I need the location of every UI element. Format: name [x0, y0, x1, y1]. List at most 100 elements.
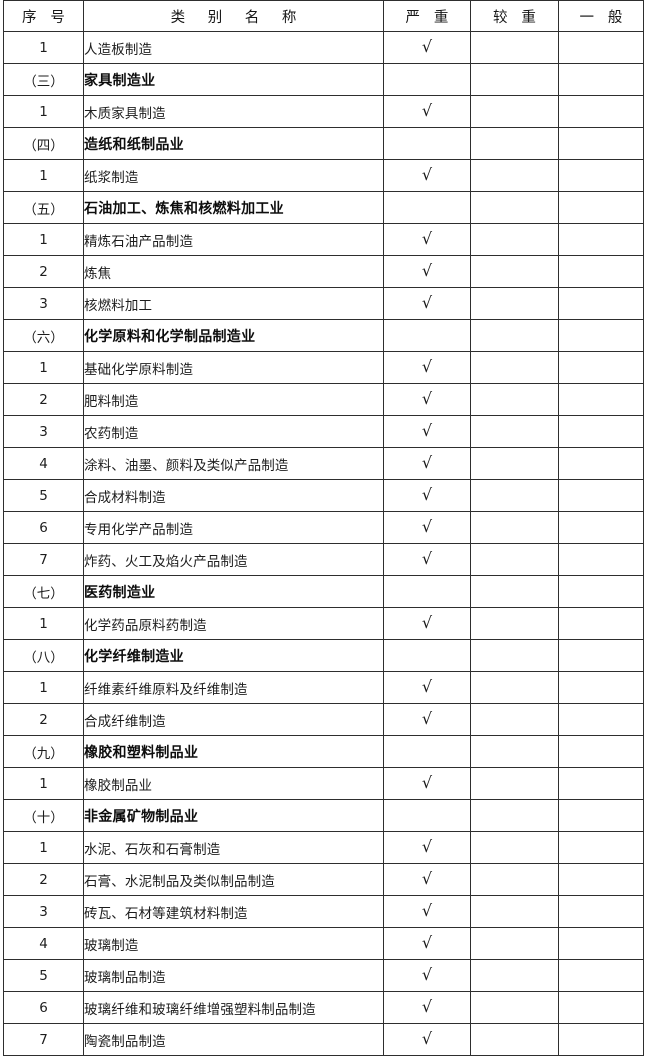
table-row: 2 炼焦 √ — [3, 255, 644, 288]
row-sequence-cell: 2 — [3, 863, 84, 896]
severe-mark-cell: √ — [383, 543, 471, 576]
severe-mark-cell: √ — [383, 927, 471, 960]
table-row: 3 砖瓦、石材等建筑材料制造 √ — [3, 895, 644, 928]
group-name-cell: 橡胶和塑料制品业 — [83, 735, 384, 768]
table-row: （六） 化学原料和化学制品制造业 — [3, 319, 644, 352]
table-header-row: 序 号 类 别 名 称 严 重 较 重 一 般 — [3, 0, 644, 32]
row-sequence-cell: 7 — [3, 543, 84, 576]
check-icon: √ — [421, 708, 433, 728]
table-body: 1 人造板制造 √ （三） 家具制造业 1 木质家具制造 √ （四） 造纸和纸制品业 1 纸浆制造 √ （… — [3, 31, 644, 1056]
table-row: 2 石膏、水泥制品及类似制品制造 √ — [3, 863, 644, 896]
moderate-mark-cell — [470, 639, 559, 672]
severe-mark-cell — [383, 319, 471, 352]
severe-mark-cell: √ — [383, 863, 471, 896]
general-mark-cell — [558, 383, 644, 416]
category-name-cell: 木质家具制造 — [83, 95, 384, 128]
check-icon: √ — [421, 964, 433, 984]
table-row: 5 合成材料制造 √ — [3, 479, 644, 512]
column-header-general: 一 般 — [558, 0, 644, 32]
moderate-mark-cell — [470, 863, 559, 896]
severe-mark-cell — [383, 575, 471, 608]
category-name-cell: 炼焦 — [83, 255, 384, 288]
check-icon: √ — [421, 676, 433, 696]
group-name-cell: 家具制造业 — [83, 63, 384, 96]
check-icon: √ — [421, 868, 433, 888]
general-mark-cell — [558, 543, 644, 576]
row-sequence-cell: 5 — [3, 959, 84, 992]
category-name-cell: 肥料制造 — [83, 383, 384, 416]
severe-mark-cell: √ — [383, 383, 471, 416]
moderate-mark-cell — [470, 511, 559, 544]
severe-mark-cell: √ — [383, 671, 471, 704]
moderate-mark-cell — [470, 63, 559, 96]
table-row: 1 精炼石油产品制造 √ — [3, 223, 644, 256]
row-sequence-cell: 3 — [3, 287, 84, 320]
group-name-cell: 医药制造业 — [83, 575, 384, 608]
table-row: 2 肥料制造 √ — [3, 383, 644, 416]
row-sequence-cell: 1 — [3, 831, 84, 864]
severe-mark-cell: √ — [383, 831, 471, 864]
category-name-cell: 化学药品原料药制造 — [83, 607, 384, 640]
severe-mark-cell: √ — [383, 287, 471, 320]
severe-mark-cell: √ — [383, 895, 471, 928]
severe-mark-cell: √ — [383, 415, 471, 448]
check-icon: √ — [421, 452, 433, 472]
row-sequence-cell: 5 — [3, 479, 84, 512]
general-mark-cell — [558, 287, 644, 320]
general-mark-cell — [558, 735, 644, 768]
category-name-cell: 合成材料制造 — [83, 479, 384, 512]
group-sequence-cell: （十） — [3, 799, 84, 832]
table-row: （四） 造纸和纸制品业 — [3, 127, 644, 160]
moderate-mark-cell — [470, 799, 559, 832]
moderate-mark-cell — [470, 287, 559, 320]
category-name-cell: 专用化学产品制造 — [83, 511, 384, 544]
category-name-cell: 合成纤维制造 — [83, 703, 384, 736]
category-table: 序 号 类 别 名 称 严 重 较 重 一 般 1 人造板制造 √ （三） 家具制造业 1… — [3, 0, 644, 1056]
severe-mark-cell — [383, 127, 471, 160]
table-row: 6 专用化学产品制造 √ — [3, 511, 644, 544]
severe-mark-cell: √ — [383, 991, 471, 1024]
general-mark-cell — [558, 671, 644, 704]
severe-mark-cell: √ — [383, 479, 471, 512]
moderate-mark-cell — [470, 95, 559, 128]
moderate-mark-cell — [470, 447, 559, 480]
general-mark-cell — [558, 159, 644, 192]
general-mark-cell — [558, 927, 644, 960]
moderate-mark-cell — [470, 831, 559, 864]
severe-mark-cell: √ — [383, 159, 471, 192]
check-icon: √ — [421, 900, 433, 920]
table-row: 3 农药制造 √ — [3, 415, 644, 448]
general-mark-cell — [558, 959, 644, 992]
row-sequence-cell: 6 — [3, 991, 84, 1024]
severe-mark-cell: √ — [383, 351, 471, 384]
severe-mark-cell: √ — [383, 95, 471, 128]
row-sequence-cell: 1 — [3, 607, 84, 640]
moderate-mark-cell — [470, 991, 559, 1024]
table-row: （三） 家具制造业 — [3, 63, 644, 96]
row-sequence-cell: 6 — [3, 511, 84, 544]
moderate-mark-cell — [470, 415, 559, 448]
category-name-cell: 玻璃纤维和玻璃纤维增强塑料制品制造 — [83, 991, 384, 1024]
row-sequence-cell: 4 — [3, 927, 84, 960]
category-name-cell: 水泥、石灰和石膏制造 — [83, 831, 384, 864]
check-icon: √ — [421, 228, 433, 248]
group-sequence-cell: （九） — [3, 735, 84, 768]
category-name-cell: 基础化学原料制造 — [83, 351, 384, 384]
category-name-cell: 炸药、火工及焰火产品制造 — [83, 543, 384, 576]
severe-mark-cell: √ — [383, 447, 471, 480]
table-row: 1 基础化学原料制造 √ — [3, 351, 644, 384]
general-mark-cell — [558, 831, 644, 864]
moderate-mark-cell — [470, 383, 559, 416]
general-mark-cell — [558, 895, 644, 928]
general-mark-cell — [558, 223, 644, 256]
table-row: 2 合成纤维制造 √ — [3, 703, 644, 736]
moderate-mark-cell — [470, 223, 559, 256]
moderate-mark-cell — [470, 671, 559, 704]
category-name-cell: 精炼石油产品制造 — [83, 223, 384, 256]
check-icon: √ — [421, 356, 433, 376]
table-row: 1 木质家具制造 √ — [3, 95, 644, 128]
moderate-mark-cell — [470, 1023, 559, 1056]
table-header: 序 号 类 别 名 称 严 重 较 重 一 般 — [3, 0, 644, 32]
group-sequence-cell: （六） — [3, 319, 84, 352]
severe-mark-cell — [383, 799, 471, 832]
